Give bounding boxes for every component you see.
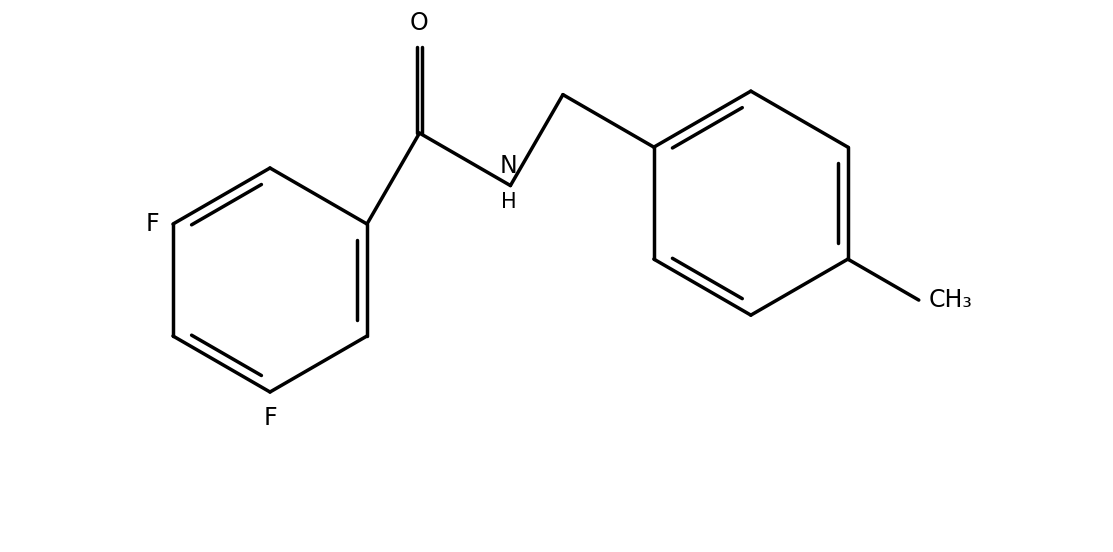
Text: H: H	[501, 192, 516, 211]
Text: N: N	[500, 153, 518, 178]
Text: O: O	[410, 11, 429, 35]
Text: F: F	[263, 406, 277, 430]
Text: CH₃: CH₃	[928, 288, 973, 312]
Text: F: F	[146, 212, 159, 236]
